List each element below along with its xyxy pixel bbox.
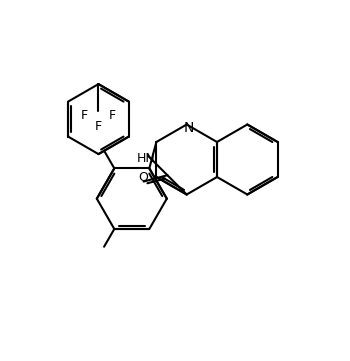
Text: N: N [184, 121, 194, 135]
Text: F: F [109, 109, 116, 122]
Text: F: F [95, 120, 102, 133]
Text: HN: HN [137, 152, 156, 165]
Text: O: O [139, 171, 149, 184]
Text: F: F [80, 109, 88, 122]
